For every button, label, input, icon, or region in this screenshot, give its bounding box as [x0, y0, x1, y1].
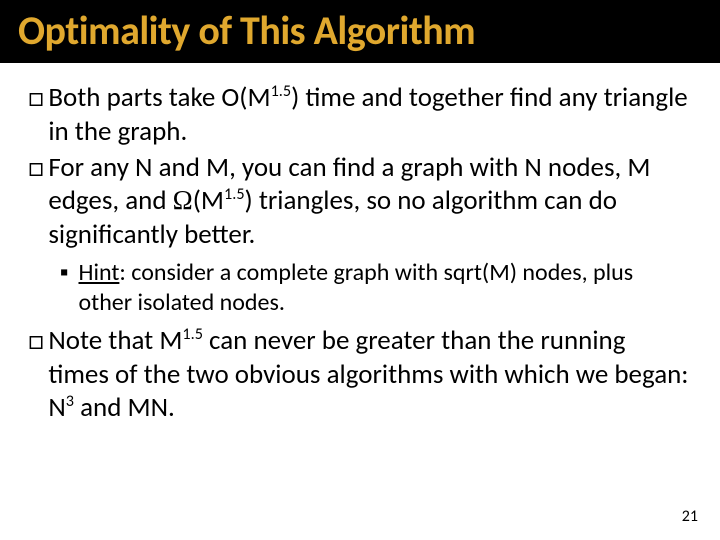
title-bar: Optimality of This Algorithm: [0, 0, 720, 63]
bullet-marker-square: □: [28, 324, 44, 358]
slide-title: Optimality of This Algorithm: [18, 6, 702, 55]
bullet-text: For any N and M, you can find a graph wi…: [48, 151, 692, 252]
bullet-item: □ For any N and M, you can find a graph …: [28, 151, 692, 252]
bullet-marker-filled-square: ▪: [60, 258, 69, 288]
page-number: 21: [682, 507, 698, 526]
slide: Optimality of This Algorithm □ Both part…: [0, 0, 720, 540]
bullet-text: Both parts take O(M1.5) time and togethe…: [48, 81, 692, 149]
bullet-item: □ Note that M1.5 can never be greater th…: [28, 324, 692, 425]
sub-bullet-item: ▪ Hint: consider a complete graph with s…: [60, 258, 692, 318]
bullet-text: Note that M1.5 can never be greater than…: [48, 324, 692, 425]
bullet-item: □ Both parts take O(M1.5) time and toget…: [28, 81, 692, 149]
slide-content: □ Both parts take O(M1.5) time and toget…: [0, 63, 720, 425]
bullet-text: Hint: consider a complete graph with sqr…: [79, 258, 693, 318]
bullet-marker-square: □: [28, 81, 44, 115]
bullet-marker-square: □: [28, 151, 44, 185]
